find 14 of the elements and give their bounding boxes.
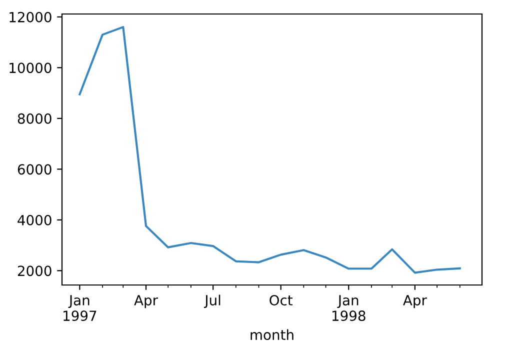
- y-tick-label: 10000: [10, 62, 52, 74]
- x-tick-label: Jan 1998: [332, 295, 366, 322]
- x-tick-label: Apr: [134, 295, 158, 308]
- y-tick-label: 2000: [18, 266, 52, 276]
- x-tick-label: Jul: [204, 294, 220, 308]
- y-tick-label: 8000: [18, 113, 52, 124]
- y-tick-label: 6000: [18, 164, 52, 175]
- y-tick-label: 12000: [10, 12, 52, 22]
- line-series: [78, 26, 461, 274]
- y-tick-label: 4000: [18, 214, 52, 226]
- x-tick-label: Oct: [270, 294, 293, 306]
- x-tick-label: Jan 1997: [64, 295, 96, 322]
- x-tick-label: Apr: [403, 295, 427, 308]
- x-axis-title: month: [250, 329, 294, 340]
